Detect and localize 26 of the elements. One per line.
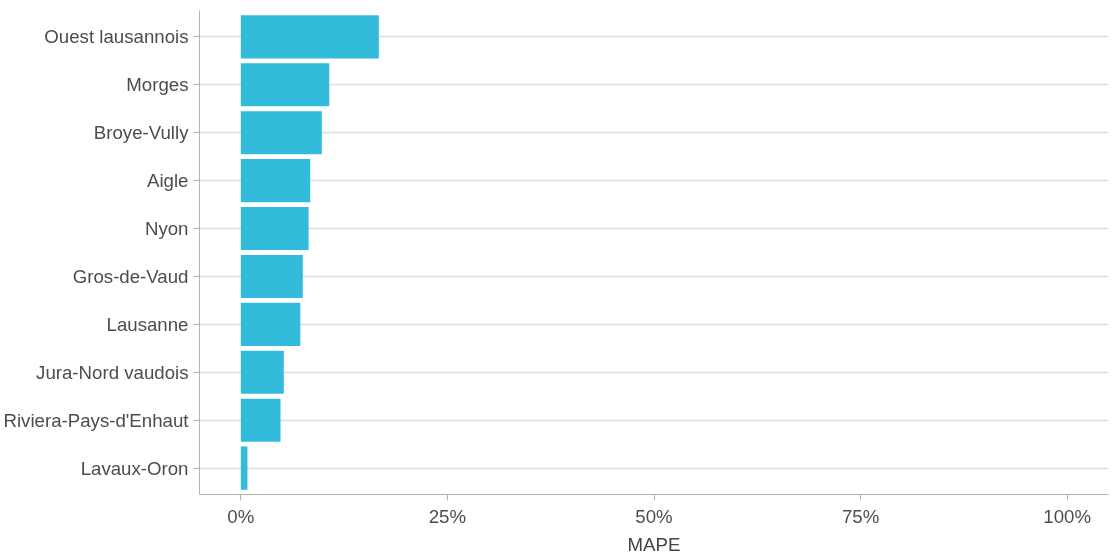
bar [240,446,248,490]
y-tick-label: Lausanne [106,313,189,335]
y-tick-label: Ouest lausannois [44,26,189,48]
bar [240,350,284,394]
bar [240,206,309,251]
bar [240,254,303,299]
x-tick-label: 75% [841,505,880,527]
y-tick-label: Nyon [144,218,189,240]
bar [240,398,281,442]
y-tick-label: Lavaux-Oron [80,457,189,479]
x-tick-label: 100% [1043,505,1092,527]
x-tick-label: 25% [428,505,467,527]
bar [240,302,301,346]
y-tick-label: Broye-Vully [93,122,190,144]
y-tick-label: Jura-Nord vaudois [36,361,189,383]
y-tick-label: Riviera-Pays-d'Enhaut [3,409,190,431]
y-tick-label: Gros-de-Vaud [72,265,189,287]
x-tick-label: 0% [227,505,255,527]
y-tick-label: Aigle [147,170,189,192]
bar [240,15,379,59]
y-tick-label: Morges [126,74,189,96]
x-tick-label: 50% [635,505,673,527]
bar [240,159,311,203]
bar [240,63,330,107]
bar [240,111,322,155]
x-axis-title: MAPE [627,533,681,555]
